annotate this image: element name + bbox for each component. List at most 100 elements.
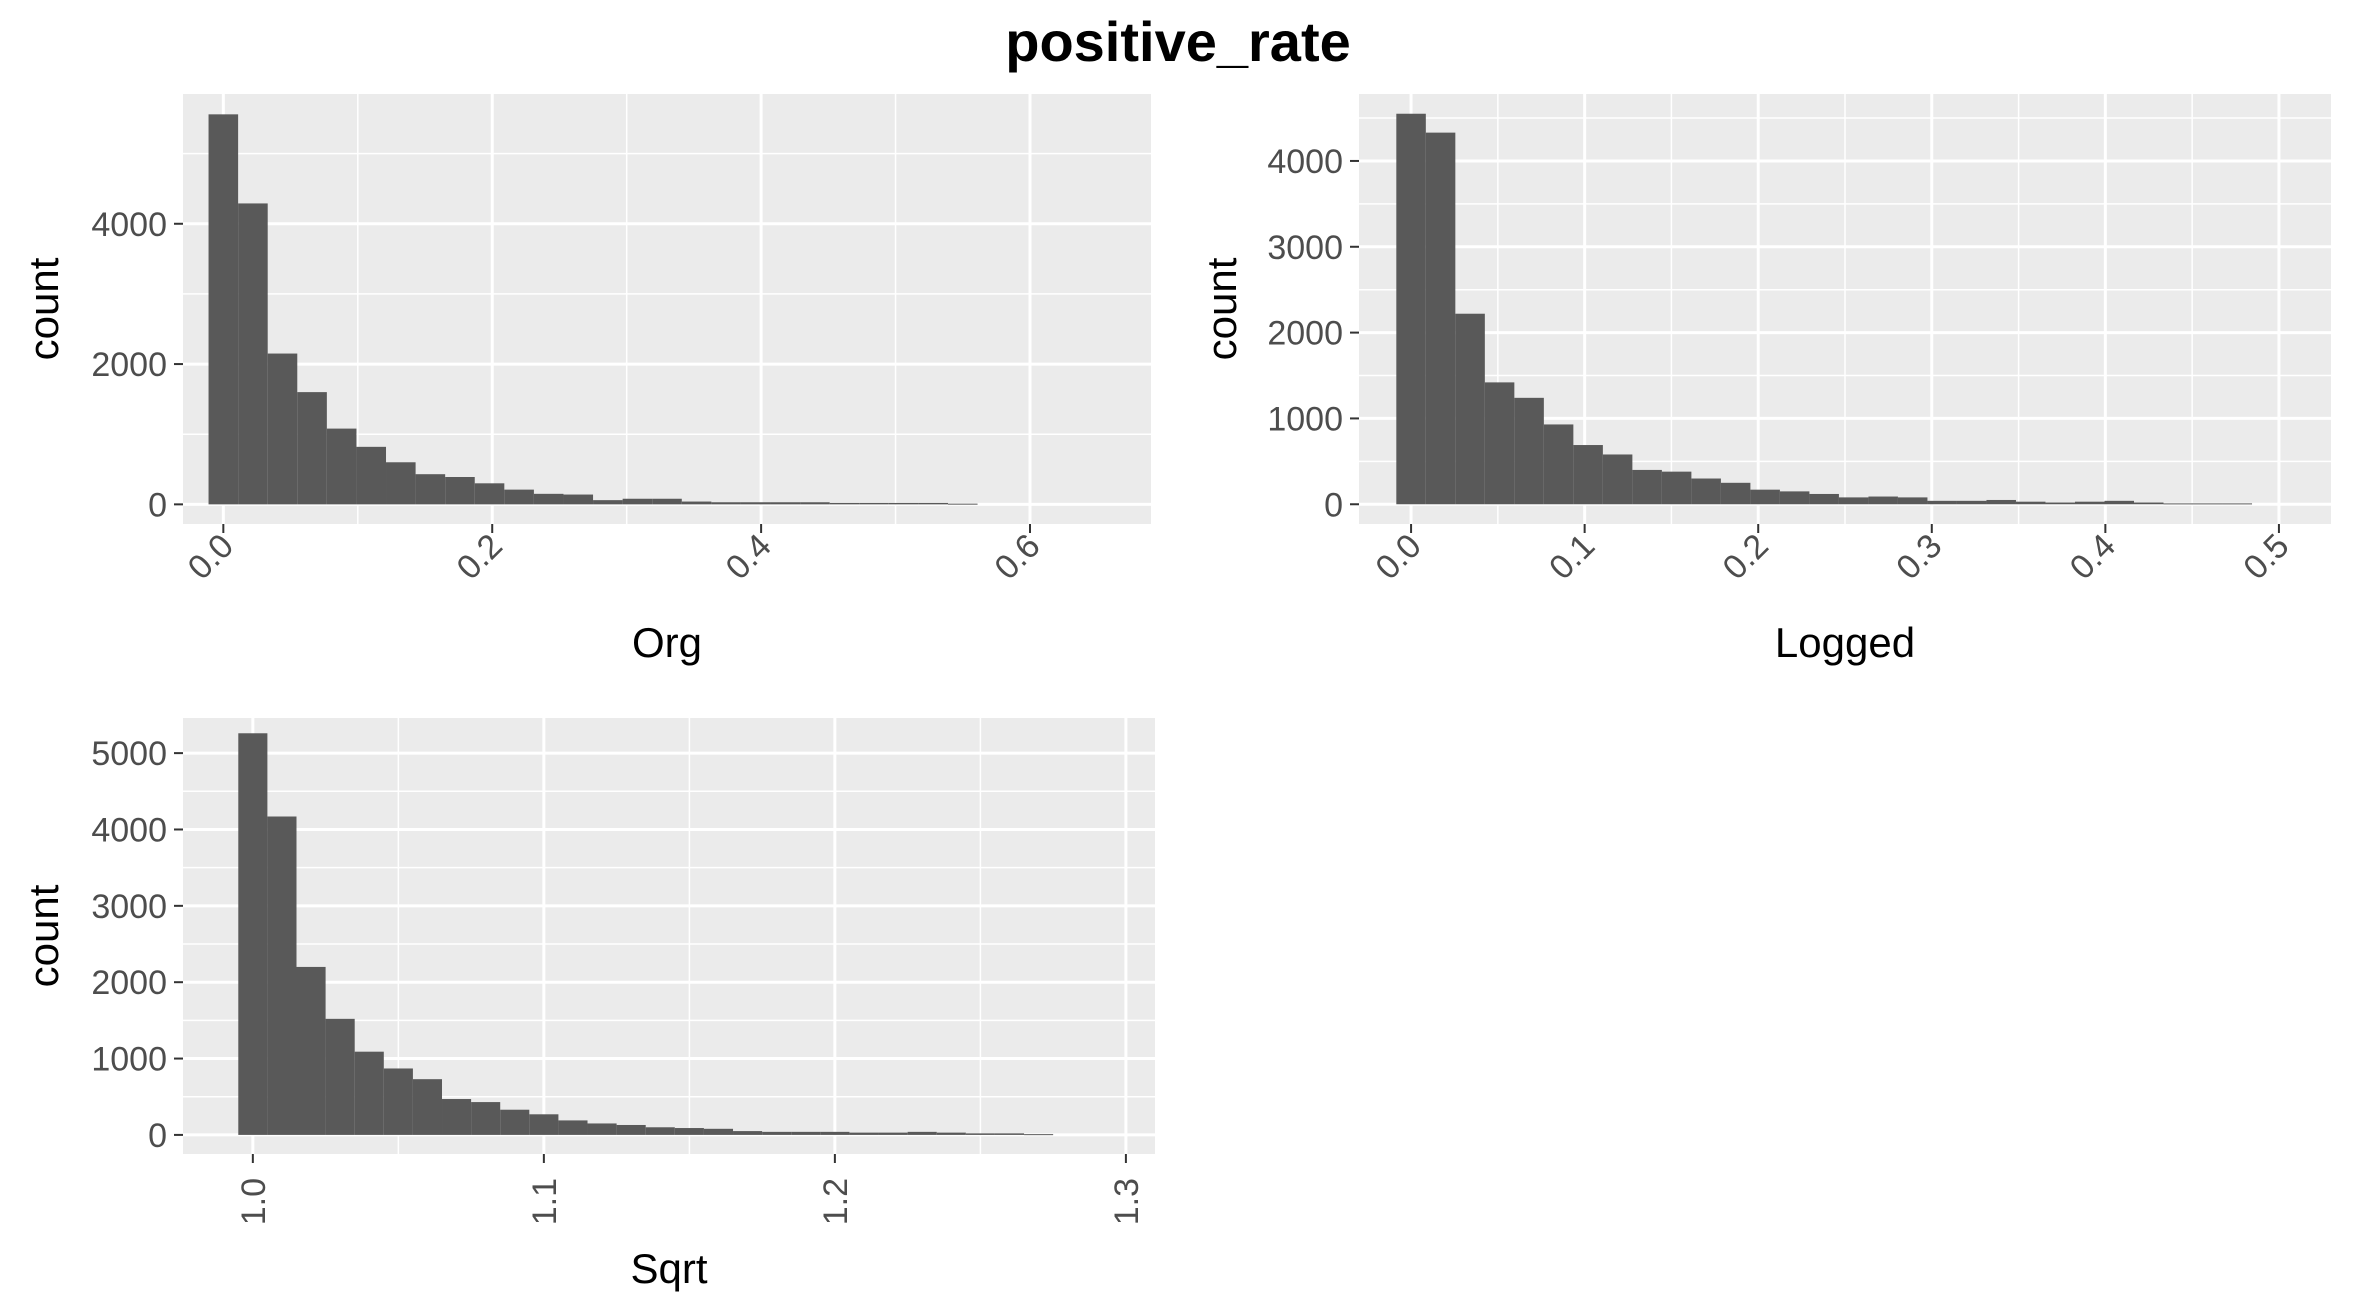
histogram-bar	[1691, 478, 1721, 505]
histogram-bar	[1396, 113, 1426, 505]
histogram-bar	[558, 1120, 588, 1135]
histogram-bar	[791, 1131, 821, 1135]
y-tick-label: 0	[148, 486, 167, 524]
histogram-bar	[2015, 501, 2046, 505]
x-tick-label: 0.0	[1368, 527, 1428, 587]
histogram-bar	[1868, 496, 1898, 505]
y-tick-label: 2000	[91, 964, 167, 1002]
histogram-bar	[356, 446, 387, 505]
histogram-bar	[297, 392, 327, 505]
histogram-bar	[238, 203, 268, 505]
x-axis-title: Org	[632, 619, 702, 666]
histogram-bar	[994, 1133, 1025, 1135]
page-title: positive_rate	[1005, 10, 1351, 73]
histogram-bar	[1956, 500, 1987, 505]
histogram-bar	[2074, 501, 2105, 505]
histogram-bar	[325, 1018, 355, 1135]
y-tick-label: 0	[1324, 486, 1343, 524]
x-axis-title: Logged	[1775, 619, 1915, 666]
histogram-bar	[733, 1131, 763, 1135]
histogram-bar	[593, 500, 623, 505]
histogram-bar	[1573, 445, 1603, 505]
x-tick-label: 0.4	[2063, 527, 2123, 587]
histogram-bar	[907, 1131, 937, 1135]
y-axis-title: count	[20, 884, 67, 987]
y-tick-label: 1000	[91, 1041, 167, 1079]
histogram-bar	[1897, 497, 1928, 505]
histogram-logged: 0 1000 2000 3000 4000 0.0 0.1 0.2 0.3 0.4 0.5 Logge…	[1198, 94, 2331, 666]
histogram-bar	[2222, 503, 2253, 505]
x-tick-label: 0.2	[1716, 527, 1776, 587]
histogram-bar	[386, 462, 416, 505]
histogram-bar	[878, 1132, 908, 1135]
y-tick-label: 4000	[1267, 143, 1343, 181]
x-tick-label: 1.1	[526, 1178, 564, 1225]
histogram-bar	[622, 498, 653, 505]
histogram-bar	[859, 502, 889, 505]
histogram-bar	[500, 1109, 530, 1135]
histogram-bar	[888, 502, 919, 505]
histogram-bar	[238, 733, 268, 1135]
histogram-bar	[1484, 382, 1515, 505]
histogram-bar	[770, 502, 801, 505]
histogram-bar	[2045, 502, 2075, 505]
histogram-bar	[296, 966, 326, 1135]
histogram-bar	[354, 1051, 384, 1135]
histogram-bar	[800, 502, 830, 505]
histogram-bar	[1779, 491, 1810, 505]
y-tick-label: 0	[148, 1117, 167, 1155]
histogram-bar	[829, 502, 860, 505]
x-tick-label: 0.6	[987, 527, 1047, 587]
histogram-bar	[412, 1079, 443, 1135]
histogram-bar	[1514, 397, 1544, 505]
y-tick-label: 2000	[1267, 315, 1343, 353]
y-tick-label: 2000	[91, 346, 167, 384]
histogram-bar	[2193, 503, 2223, 505]
x-tick-label: 0.0	[181, 527, 241, 587]
histogram-sqrt: 0 1000 2000 3000 4000 5000 1.0 1.1 1.2 1.3 Sqrt cou…	[20, 718, 1155, 1292]
x-tick-label: 1.2	[817, 1178, 855, 1225]
y-axis-title: count	[1198, 257, 1245, 360]
histogram-bar	[1838, 497, 1869, 505]
histogram-bar	[947, 503, 978, 505]
histogram-bar	[2163, 503, 2194, 505]
histogram-bar	[1632, 469, 1662, 505]
histogram-bar	[563, 494, 594, 505]
histogram-bar	[1425, 132, 1456, 505]
histogram-bar	[1986, 499, 2016, 505]
y-tick-label: 3000	[91, 888, 167, 926]
histogram-bar	[442, 1099, 472, 1135]
y-tick-label: 3000	[1267, 229, 1343, 267]
y-axis-title: count	[20, 257, 67, 360]
y-tick-label: 4000	[91, 811, 167, 849]
histogram-bar	[645, 1127, 675, 1135]
histogram-bar	[1543, 424, 1574, 505]
histogram-bar	[504, 489, 534, 505]
histogram-bar	[474, 483, 505, 505]
histogram-bar	[587, 1123, 617, 1135]
histogram-bar	[1024, 1134, 1054, 1136]
histogram-bar	[415, 474, 446, 505]
x-axis-title: Sqrt	[630, 1245, 707, 1292]
histogram-bar	[529, 1114, 559, 1135]
histogram-bar	[1809, 493, 1839, 505]
y-tick-label: 1000	[1267, 400, 1343, 438]
x-tick-label: 0.1	[1542, 527, 1602, 587]
histogram-bar	[616, 1124, 646, 1135]
histogram-bar	[849, 1132, 879, 1135]
y-tick-label: 5000	[91, 735, 167, 773]
histogram-bar	[533, 493, 564, 505]
histogram-bar	[1602, 454, 1633, 505]
histogram-bar	[681, 501, 712, 505]
histogram-org: 0 2000 4000 0.0 0.2 0.4 0.6 Org count	[20, 94, 1151, 666]
histogram-bar	[383, 1068, 413, 1135]
histogram-bar	[1661, 471, 1692, 505]
histogram-bar	[1720, 482, 1751, 505]
histogram-bar	[762, 1131, 792, 1135]
histogram-bar	[740, 502, 771, 505]
x-tick-label: 0.2	[450, 527, 510, 587]
x-tick-label: 0.5	[2236, 527, 2296, 587]
x-tick-label: 1.0	[235, 1178, 273, 1225]
histogram-bar	[711, 502, 741, 505]
x-tick-label: 0.4	[718, 527, 778, 587]
